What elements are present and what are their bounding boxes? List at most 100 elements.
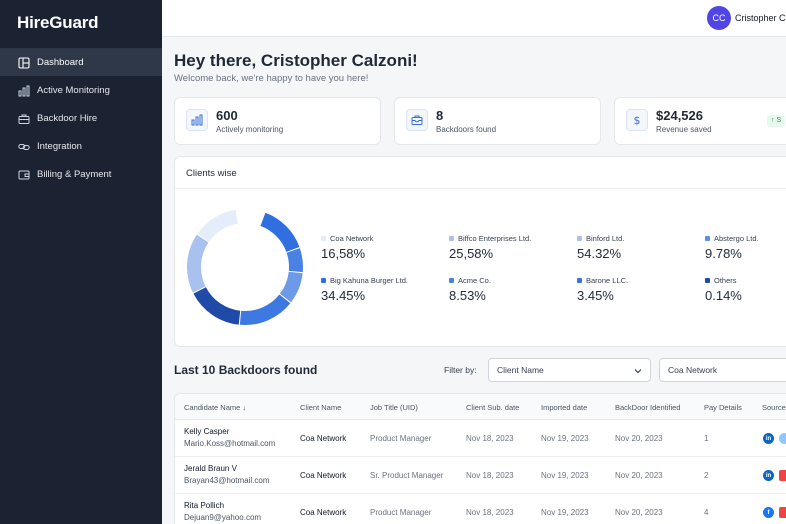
legend-swatch xyxy=(321,236,326,241)
status-badge: ↑ S xyxy=(767,115,786,127)
donut-segment xyxy=(286,248,303,273)
legend-value: 9.78% xyxy=(705,246,742,261)
chevron-down-icon xyxy=(634,369,642,374)
stat-card-revenue: $ $24,526 Revenue saved ↑ S xyxy=(614,97,786,145)
legend-name: Abstergo Ltd. xyxy=(714,234,759,243)
candidate-name: Kelly Casper xyxy=(184,427,230,436)
user-name[interactable]: Cristopher Calzoni xyxy=(735,13,786,23)
legend-swatch xyxy=(321,278,326,283)
filter-label: Filter by: xyxy=(444,365,477,375)
clients-title: Clients wise xyxy=(186,168,237,179)
donut-segment xyxy=(187,234,209,293)
legend-name: Others xyxy=(714,276,737,285)
legend-swatch xyxy=(449,236,454,241)
legend-item: Coa Network 16,58% xyxy=(321,234,373,261)
filter-field-select[interactable]: Client Name xyxy=(488,358,651,382)
sidebar-item-active-monitoring[interactable]: Active Monitoring xyxy=(0,77,162,104)
candidate-email: Brayan43@hotmail.com xyxy=(184,476,270,485)
table-row[interactable]: Kelly Casper Mario.Koss@hotmail.com Coa … xyxy=(175,420,786,457)
legend-swatch xyxy=(577,236,582,241)
dollar-icon: $ xyxy=(626,109,648,131)
clients-donut-chart xyxy=(187,209,303,325)
legend-name: Big Kahuna Burger Ltd. xyxy=(330,276,408,285)
client-name: Coa Network xyxy=(300,434,347,443)
source-icon[interactable] xyxy=(779,433,786,444)
top-bar: CC Cristopher Calzoni xyxy=(162,0,786,37)
page-subtitle: Welcome back, we're happy to have you he… xyxy=(174,73,369,84)
dashboard-icon xyxy=(17,56,30,69)
column-header-source: Source xyxy=(762,403,786,412)
brand-logo: HireGuard xyxy=(17,13,99,32)
column-header-sub-date: Client Sub. date xyxy=(466,403,520,412)
donut-segment xyxy=(197,209,238,242)
job-title: Product Manager xyxy=(370,508,432,517)
legend-item: Acme Co. 8.53% xyxy=(449,276,491,303)
briefcase-icon[interactable] xyxy=(779,507,786,518)
candidate-email: Dejuan9@yahoo.com xyxy=(184,513,262,522)
stat-value: 600 xyxy=(216,108,238,123)
legend-value: 3.45% xyxy=(577,288,614,303)
column-header-identified: BackDoor Identified xyxy=(615,403,681,412)
stat-card-backdoors: 8 Backdoors found xyxy=(394,97,601,145)
sidebar: HireGuard Dashboard Active Monitoring Ba… xyxy=(0,0,162,524)
table-row[interactable]: Rita Pollich Dejuan9@yahoo.com Coa Netwo… xyxy=(175,494,786,524)
column-header-client: Client Name xyxy=(300,403,342,412)
select-value: Coa Network xyxy=(668,365,718,375)
link-icon xyxy=(17,140,30,153)
donut-segment xyxy=(260,212,300,252)
bar-chart-icon xyxy=(186,109,208,131)
column-header-candidate[interactable]: Candidate Name ↓ xyxy=(184,403,247,412)
legend-name: Acme Co. xyxy=(458,276,491,285)
backdoors-table: Candidate Name ↓ Client Name Job Title (… xyxy=(174,393,786,524)
sidebar-item-label: Billing & Payment xyxy=(37,169,112,180)
page-title: Hey there, Cristopher Calzoni! xyxy=(174,51,418,70)
table-header: Candidate Name ↓ Client Name Job Title (… xyxy=(175,394,786,420)
sidebar-item-label: Dashboard xyxy=(37,57,84,68)
donut-segment xyxy=(239,294,291,325)
divider xyxy=(175,188,786,189)
stat-label: Revenue saved xyxy=(656,125,712,134)
wallet-icon xyxy=(17,168,30,181)
sidebar-item-dashboard[interactable]: Dashboard xyxy=(0,49,162,76)
pay-details: 1 xyxy=(704,434,709,443)
client-name: Coa Network xyxy=(300,508,347,517)
table-row[interactable]: Jerald Braun V Brayan43@hotmail.com Coa … xyxy=(175,457,786,494)
legend-value: 8.53% xyxy=(449,288,486,303)
legend-swatch xyxy=(577,278,582,283)
stat-value: $24,526 xyxy=(656,108,703,123)
pay-details: 2 xyxy=(704,471,709,480)
filter-value-select[interactable]: Coa Network xyxy=(659,358,786,382)
svg-text:$: $ xyxy=(634,114,641,126)
stat-label: Backdoors found xyxy=(436,125,497,134)
facebook-icon[interactable]: f xyxy=(763,507,774,518)
legend-swatch xyxy=(449,278,454,283)
legend-value: 34.45% xyxy=(321,288,366,303)
bar-chart-icon xyxy=(17,84,30,97)
sidebar-item-billing[interactable]: Billing & Payment xyxy=(0,161,162,188)
legend-value: 16,58% xyxy=(321,246,366,261)
legend-item: Binford Ltd. 54.32% xyxy=(577,234,624,261)
candidate-email: Mario.Koss@hotmail.com xyxy=(184,439,276,448)
briefcase-icon[interactable] xyxy=(779,470,786,481)
stat-card-monitoring: 600 Actively monitoring xyxy=(174,97,381,145)
imported-date: Nov 19, 2023 xyxy=(541,471,589,480)
stat-value: 8 xyxy=(436,108,444,123)
pay-details: 4 xyxy=(704,508,709,517)
select-value: Client Name xyxy=(497,365,544,375)
stat-label: Actively monitoring xyxy=(216,125,284,134)
job-title: Sr. Product Manager xyxy=(370,471,444,480)
legend-swatch xyxy=(705,278,710,283)
divider xyxy=(0,48,162,49)
sidebar-item-backdoor-hire[interactable]: Backdoor Hire xyxy=(0,105,162,132)
sidebar-item-integration[interactable]: Integration xyxy=(0,133,162,160)
imported-date: Nov 19, 2023 xyxy=(541,508,589,517)
linkedin-icon[interactable]: in xyxy=(763,470,774,481)
donut-segment xyxy=(279,271,303,303)
sidebar-item-label: Integration xyxy=(37,141,82,152)
linkedin-icon[interactable]: in xyxy=(763,433,774,444)
legend-swatch xyxy=(705,236,710,241)
column-header-job: Job Title (UID) xyxy=(370,403,418,412)
sub-date: Nov 18, 2023 xyxy=(466,508,514,517)
inbox-icon xyxy=(406,109,428,131)
avatar[interactable]: CC xyxy=(707,6,731,30)
